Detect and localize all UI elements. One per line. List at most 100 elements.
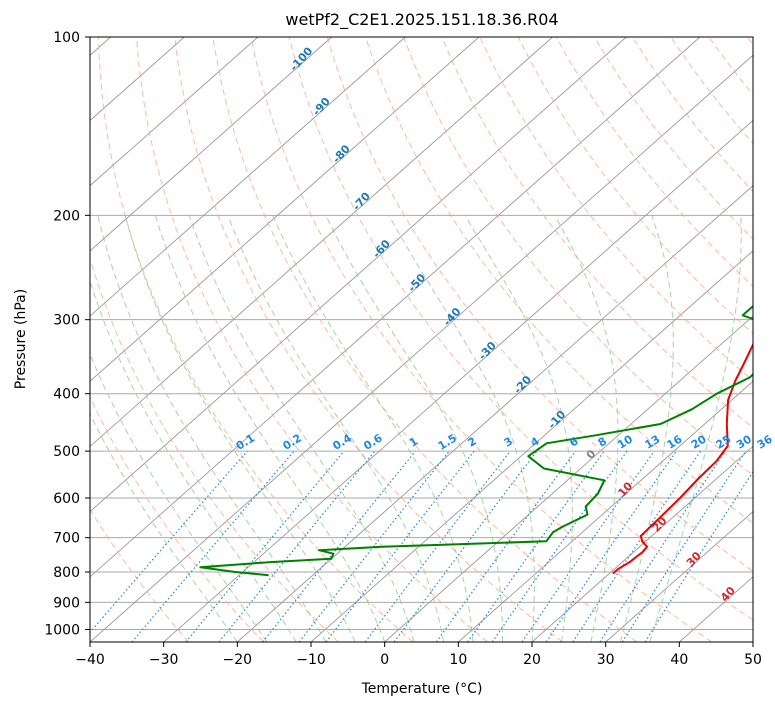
dry-adiabat: [555, 37, 753, 287]
isotherm-label: 10: [615, 479, 635, 499]
dewpoint-profile-line: [199, 304, 753, 577]
isotherm-line: [531, 445, 753, 642]
x-tick-label: 0: [380, 652, 389, 668]
isotherm-labels: 0.1 0.2 0.4 0.6 1 1.5 2 3 4 6 8 10 13 16 20 25 30 36-100-…: [234, 44, 775, 604]
mixing-ratio-line: [393, 450, 538, 642]
dry-adiabat: [90, 395, 264, 642]
dry-adiabat: [670, 37, 753, 145]
isotherm-label: 0: [584, 447, 599, 462]
isotherm-line: [605, 511, 753, 642]
moist-adiabat: [272, 215, 474, 642]
x-tick-label: 50: [744, 652, 762, 668]
mixing-ratio-line: [435, 450, 577, 642]
chart-title: wetPf2_C2E1.2025.151.18.36.R04: [285, 10, 558, 30]
mixing-ratio-label: 1.5: [436, 431, 459, 452]
isotherm-label: 30: [684, 549, 704, 569]
mixing-ratio-label: 16: [665, 432, 685, 451]
mixing-ratio-label: 1: [407, 435, 420, 450]
mixing-ratio-label: 25: [714, 433, 734, 452]
dry-adiabat: [90, 257, 339, 642]
mixing-ratio-label: 8: [596, 435, 609, 450]
x-tick-label: −20: [223, 652, 253, 668]
moist-adiabat: [464, 215, 573, 642]
mixing-ratio-line: [90, 450, 248, 634]
isotherm-line: [90, 37, 332, 252]
isotherm-line: [90, 37, 480, 382]
mixing-ratio-label: 0.2: [281, 431, 304, 452]
moist-adiabat: [154, 215, 386, 642]
x-tick-label: 20: [523, 652, 541, 668]
mixing-ratio-label: 0.1: [234, 431, 257, 452]
mixing-ratio-label: 13: [643, 433, 663, 452]
dry-adiabat: [517, 37, 753, 335]
mixing-ratio-line: [572, 450, 702, 642]
moist-adiabat: [619, 215, 674, 642]
y-tick-label: 800: [53, 565, 80, 581]
y-tick-label: 200: [53, 208, 80, 224]
x-tick-label: 40: [670, 652, 688, 668]
mixing-ratio-label: 36: [755, 432, 775, 451]
y-tick-label: 100: [53, 30, 80, 46]
mixing-ratio-line: [131, 450, 295, 642]
moist-adiabat: [188, 215, 415, 642]
x-axis-label: Temperature (°C): [361, 681, 483, 697]
isotherm-label: -80: [330, 142, 353, 166]
isotherm-label: -100: [287, 44, 315, 73]
isotherm-label: 40: [718, 584, 738, 604]
isotherm-line: [90, 37, 259, 187]
data-lines: [199, 304, 753, 577]
isotherm-line: [458, 380, 753, 642]
isotherm-line: [90, 37, 406, 317]
isotherm-label: -50: [405, 271, 428, 295]
background-lines: [90, 37, 753, 642]
dry-adiabat: [90, 508, 190, 642]
mixing-ratio-label: 0.4: [331, 431, 355, 453]
y-tick-label: 900: [53, 595, 80, 611]
mixing-ratio-line: [644, 470, 753, 642]
isotherm-line: [163, 119, 753, 642]
moist-adiabat: [124, 215, 356, 642]
moist-adiabat: [90, 412, 238, 642]
mixing-ratio-line: [545, 450, 677, 642]
dry-adiabat: [97, 37, 414, 642]
dry-adiabat: [250, 37, 712, 642]
y-tick-label: 400: [53, 387, 80, 403]
moist-adiabat: [90, 352, 268, 642]
y-tick-label: 500: [53, 444, 80, 460]
mixing-ratio-line: [262, 450, 416, 642]
mixing-ratio-label: 6: [567, 434, 581, 449]
isotherm-label: -20: [511, 373, 534, 397]
dry-adiabat: [593, 37, 753, 240]
dry-adiabat: [632, 37, 753, 193]
x-tick-label: −10: [296, 652, 326, 668]
y-tick-label: 300: [53, 313, 80, 329]
isotherm-line: [90, 54, 753, 642]
y-tick-label: 1000: [44, 622, 80, 638]
mixing-ratio-line: [467, 450, 605, 642]
mixing-ratio-line: [364, 450, 511, 642]
dry-adiabat: [365, 37, 753, 524]
mixing-ratio-line: [218, 450, 376, 642]
isotherm-line: [90, 37, 553, 448]
isotherm-label: -60: [370, 237, 393, 261]
moist-adiabat: [554, 215, 619, 642]
moist-adiabat: [388, 215, 535, 642]
dry-adiabat: [212, 37, 638, 642]
mixing-ratio-line: [621, 450, 747, 642]
mixing-ratio-line: [521, 450, 655, 642]
dry-adiabat: [708, 37, 753, 96]
isotherm-label: -90: [310, 95, 333, 119]
isotherm-line: [237, 185, 753, 642]
plot-frame: [89, 36, 754, 643]
isotherm-line: [310, 250, 753, 642]
x-tick-label: 10: [449, 652, 467, 668]
x-tick-label: −30: [149, 652, 179, 668]
dry-adiabat: [746, 37, 753, 46]
isotherm-line: [90, 37, 627, 513]
temperature-profile-line: [612, 342, 753, 575]
x-axis-ticks: −40 −30 −20 −10 0 10 20 30 40 50: [75, 642, 762, 668]
isotherm-label: 20: [650, 514, 670, 534]
mixing-ratio-label: 30: [734, 432, 754, 451]
x-tick-label: −40: [75, 652, 105, 668]
